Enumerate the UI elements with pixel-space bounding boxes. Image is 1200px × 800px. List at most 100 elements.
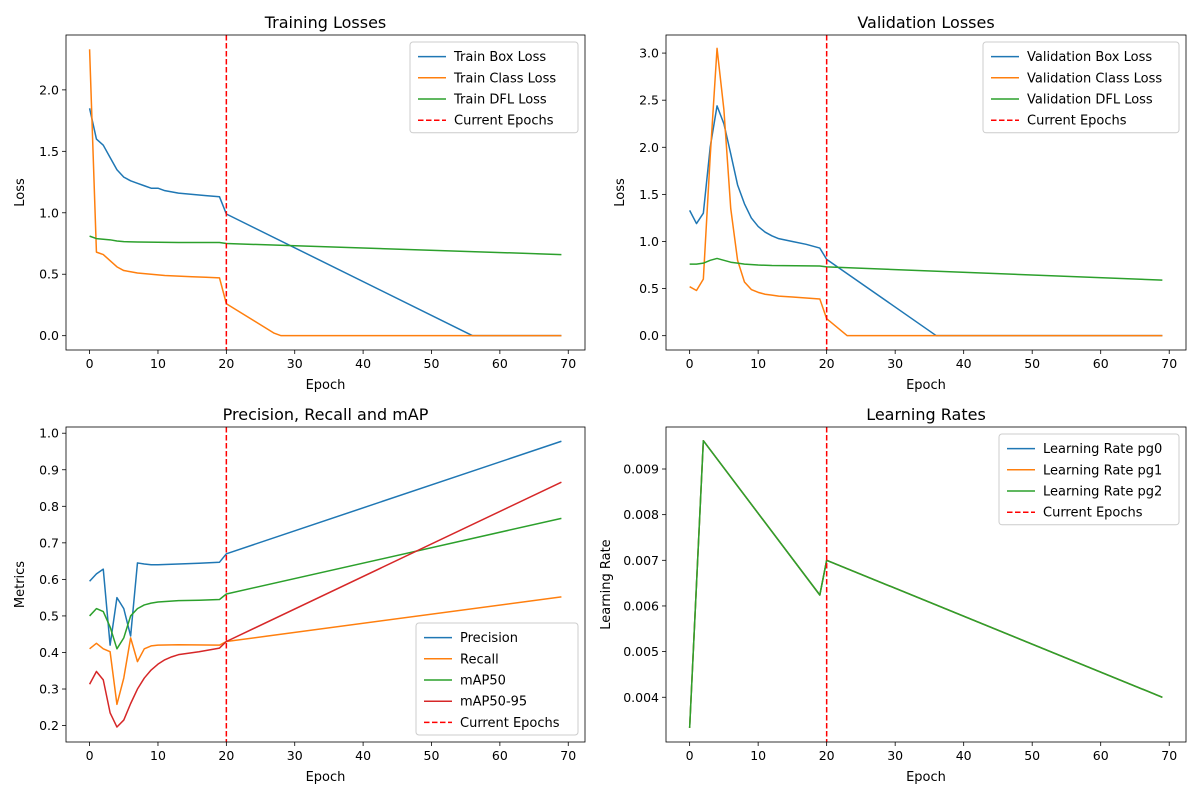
y-tick-label: 0.0 xyxy=(39,328,59,343)
series-line-0 xyxy=(88,108,562,337)
legend-box xyxy=(409,41,579,134)
y-tick-label: 0.5 xyxy=(39,267,59,282)
chart-training-losses: Training Losses 0 10 20 30 40 50 60 70 0.0 0.5 1.0 1… xyxy=(13,13,586,393)
series-line-0 xyxy=(89,440,562,646)
y-tick-label: 2.0 xyxy=(39,82,59,97)
x-tick-label: 0 xyxy=(86,748,94,763)
y-tick-label: 0.005 xyxy=(623,644,659,659)
series-line-3 xyxy=(88,481,562,728)
y-tick-label: 1.5 xyxy=(39,144,59,159)
x-tick-label: 50 xyxy=(1024,748,1040,763)
series-line-1 xyxy=(89,596,562,706)
legend-label: Train Box Loss xyxy=(453,50,546,65)
chart-title: Precision, Recall and mAP xyxy=(223,405,429,424)
y-tick-label: 1.5 xyxy=(639,187,659,202)
x-tick-label: 30 xyxy=(287,748,303,763)
y-axis-label: Loss xyxy=(613,178,628,207)
chart-title: Learning Rates xyxy=(866,405,986,424)
chart-title: Training Losses xyxy=(264,13,387,32)
x-tick-label: 70 xyxy=(560,356,576,371)
chart-validation-losses: Validation Losses 0 10 20 30 40 50 60 70 0.0 0.5 1.… xyxy=(613,13,1187,393)
x-tick-label: 0 xyxy=(686,748,694,763)
legend-label: Precision xyxy=(460,631,518,646)
x-tick-label: 60 xyxy=(1093,748,1109,763)
x-tick-label: 10 xyxy=(750,748,766,763)
y-axis-label: Loss xyxy=(13,178,28,207)
axes-frame xyxy=(665,34,1187,351)
legend: Train Box Loss Train Class Loss Train DFL … xyxy=(409,41,579,134)
y-tick-label: 0.3 xyxy=(39,682,59,697)
chart-title: Validation Losses xyxy=(857,13,994,32)
axes-frame xyxy=(65,426,586,743)
y-tick-label: 2.0 xyxy=(639,140,659,155)
y-tick-label: 0.7 xyxy=(39,535,59,550)
x-tick-label: 30 xyxy=(287,356,303,371)
x-tick-label: 60 xyxy=(492,748,508,763)
x-tick-label: 30 xyxy=(887,356,903,371)
legend-label: Learning Rate pg1 xyxy=(1043,463,1162,478)
x-tick-label: 50 xyxy=(424,356,440,371)
x-axis-label: Epoch xyxy=(306,770,346,785)
series-line-0 xyxy=(688,105,1163,337)
y-tick-label: 0.8 xyxy=(39,499,59,514)
x-tick-label: 60 xyxy=(1093,356,1109,371)
x-axis-label: Epoch xyxy=(306,378,346,393)
legend-label: Current Epochs xyxy=(460,716,560,731)
y-tick-label: 1.0 xyxy=(39,205,59,220)
legend-label: Current Epochs xyxy=(1043,506,1143,521)
y-tick-label: 0.2 xyxy=(39,718,59,733)
x-axis-label: Epoch xyxy=(906,770,946,785)
legend-label: Validation Class Loss xyxy=(1027,71,1162,86)
legend-label: Current Epochs xyxy=(454,114,554,129)
y-tick-label: 0.007 xyxy=(623,553,659,568)
y-axis-label: Metrics xyxy=(13,561,28,608)
x-tick-label: 10 xyxy=(150,356,166,371)
series-line-2 xyxy=(89,517,562,650)
x-tick-label: 10 xyxy=(150,748,166,763)
y-tick-label: 0.009 xyxy=(623,462,659,477)
legend: Precision Recall mAP50 mAP50-95 Current Epoc… xyxy=(415,622,579,736)
x-tick-label: 60 xyxy=(492,356,508,371)
y-tick-label: 0.004 xyxy=(623,690,659,705)
x-tick-label: 0 xyxy=(86,356,94,371)
legend-label: Validation DFL Loss xyxy=(1027,93,1153,108)
y-tick-label: 0.5 xyxy=(39,608,59,623)
y-tick-label: 0.6 xyxy=(39,572,59,587)
x-tick-label: 50 xyxy=(1024,356,1040,371)
x-tick-label: 40 xyxy=(355,748,371,763)
y-tick-label: 0.008 xyxy=(623,507,659,522)
y-tick-label: 2.5 xyxy=(639,93,659,108)
x-tick-label: 70 xyxy=(560,748,576,763)
x-axis-label: Epoch xyxy=(906,378,946,393)
legend-label: mAP50 xyxy=(460,674,506,689)
y-tick-label: 0.9 xyxy=(39,462,59,477)
series-line-1 xyxy=(689,47,1163,337)
x-tick-label: 40 xyxy=(355,356,371,371)
y-axis-label: Learning Rate xyxy=(599,539,614,629)
x-tick-label: 20 xyxy=(218,748,234,763)
y-tick-label: 0.006 xyxy=(623,598,659,613)
x-tick-label: 10 xyxy=(750,356,766,371)
y-tick-label: 0.0 xyxy=(639,328,659,343)
x-tick-label: 0 xyxy=(686,356,694,371)
x-tick-label: 20 xyxy=(218,356,234,371)
x-tick-label: 20 xyxy=(819,356,835,371)
legend-label: mAP50-95 xyxy=(460,695,527,710)
chart-learning-rates: Learning Rates 0 10 20 30 40 50 60 70 0.004 0.005 0… xyxy=(599,405,1187,785)
x-tick-label: 70 xyxy=(1161,748,1177,763)
series-line-2 xyxy=(688,439,1163,728)
x-tick-label: 70 xyxy=(1161,356,1177,371)
y-tick-label: 1.0 xyxy=(639,234,659,249)
y-tick-label: 3.0 xyxy=(639,46,659,61)
legend-box xyxy=(415,622,579,736)
legend-label: Learning Rate pg0 xyxy=(1043,442,1162,457)
series-line-1 xyxy=(88,49,562,337)
y-tick-label: 0.5 xyxy=(639,281,659,296)
legend-label: Train DFL Loss xyxy=(453,93,547,108)
axes-frame xyxy=(65,34,586,351)
x-tick-label: 40 xyxy=(956,356,972,371)
legend: Validation Box Loss Validation Class Loss… xyxy=(982,41,1180,134)
y-tick-label: 0.4 xyxy=(39,645,59,660)
series-line-2 xyxy=(689,257,1163,281)
